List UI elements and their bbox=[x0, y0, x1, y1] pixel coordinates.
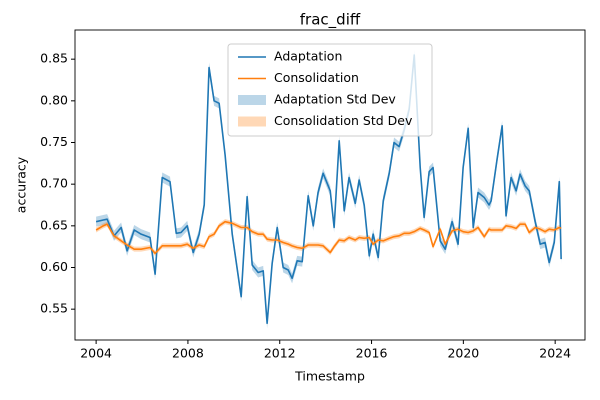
legend-patch bbox=[238, 116, 266, 127]
y-tick-label: 0.75 bbox=[40, 134, 68, 149]
y-tick-label: 0.85 bbox=[40, 51, 68, 66]
plot-frame bbox=[74, 29, 586, 341]
legend-box bbox=[227, 43, 433, 137]
legend-patch bbox=[238, 95, 266, 105]
legend-label: Consolidation bbox=[274, 70, 359, 85]
y-axis-label: accuracy bbox=[14, 156, 29, 213]
legend-label: Adaptation Std Dev bbox=[274, 92, 396, 107]
x-tick-label: 2020 bbox=[447, 346, 479, 361]
line bbox=[95, 54, 562, 325]
x-axis-label: Timestamp bbox=[294, 369, 365, 384]
line bbox=[95, 220, 562, 255]
y-tick-label: 0.55 bbox=[40, 301, 68, 316]
x-tick-label: 2004 bbox=[80, 346, 112, 361]
y-tick-label: 0.65 bbox=[40, 217, 68, 232]
x-tick-label: 2024 bbox=[539, 346, 571, 361]
x-tick-label: 2008 bbox=[172, 346, 204, 361]
y-tick-label: 0.80 bbox=[40, 92, 68, 107]
x-tick-label: 2016 bbox=[356, 346, 388, 361]
x-tick-label: 2012 bbox=[264, 346, 296, 361]
y-tick-label: 0.60 bbox=[40, 259, 68, 274]
chart-title: frac_diff bbox=[300, 11, 361, 30]
legend-label: Consolidation Std Dev bbox=[274, 113, 413, 128]
legend-label: Adaptation bbox=[274, 49, 342, 64]
std-band bbox=[96, 50, 562, 329]
std-band bbox=[96, 219, 562, 256]
y-tick-label: 0.70 bbox=[40, 176, 68, 191]
